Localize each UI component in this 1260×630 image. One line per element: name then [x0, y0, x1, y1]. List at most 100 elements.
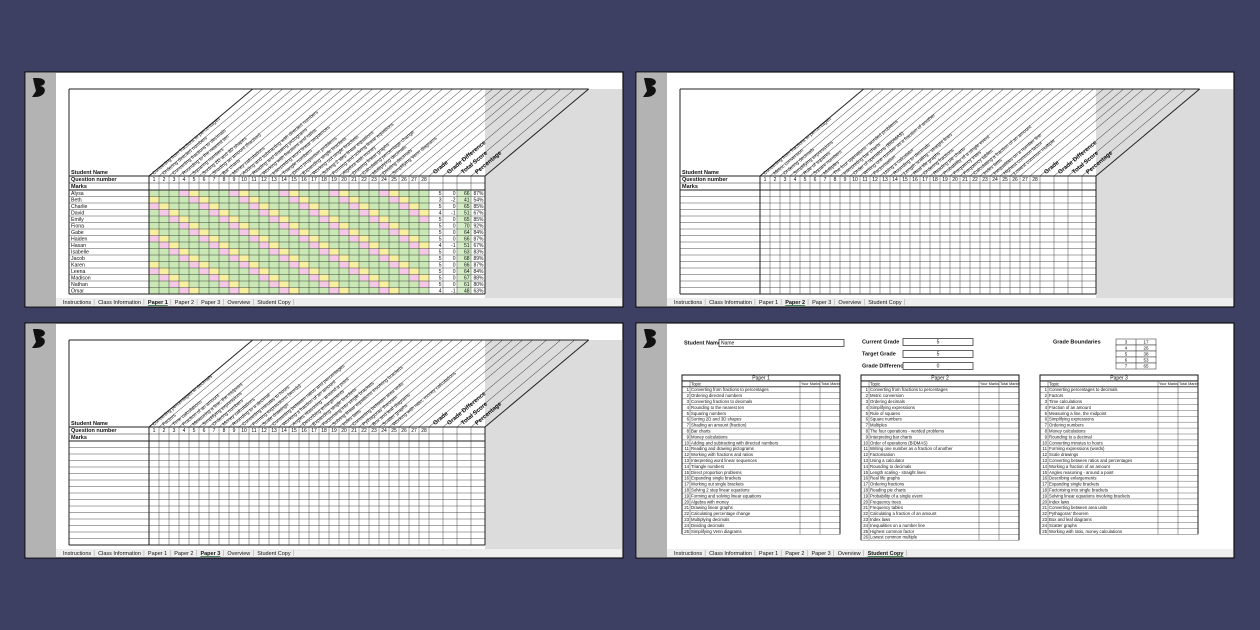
- student-difference: 0: [453, 256, 456, 262]
- score-cell: [399, 190, 409, 197]
- sheet-tab[interactable]: Paper 2: [175, 300, 194, 306]
- sheet-tab[interactable]: Instructions: [674, 300, 702, 306]
- score-cell: [379, 261, 389, 268]
- score-cell: [229, 190, 239, 197]
- cell-text: 18: [321, 177, 327, 183]
- cell-border: [470, 88, 575, 177]
- score-cell: [339, 216, 349, 223]
- topic-name: Expanding single brackets: [1049, 482, 1099, 487]
- score-cell: [319, 274, 329, 281]
- sheet-tab[interactable]: Paper 3: [812, 300, 831, 306]
- sheet-tab[interactable]: Class Information: [709, 300, 752, 306]
- score-cell: [389, 222, 399, 229]
- score-cell: [299, 235, 309, 242]
- student-grade: 4: [439, 288, 442, 294]
- sheet-tab[interactable]: Student Copy: [257, 551, 291, 557]
- score-cell: [269, 255, 279, 262]
- score-cell: [179, 281, 189, 288]
- score-cell: [179, 235, 189, 242]
- topic-name: Expanding single brackets: [691, 476, 741, 481]
- sheet-tab[interactable]: Class Information: [98, 551, 141, 557]
- score-cell: [359, 222, 369, 229]
- score-cell: [399, 268, 409, 275]
- sheet-tab[interactable]: Overview: [227, 551, 250, 557]
- score-cell: [149, 242, 159, 249]
- sheet-tab[interactable]: Instructions: [674, 551, 702, 557]
- topic-name: Calculating a fraction of an amount: [870, 511, 937, 516]
- sheet-tab[interactable]: Student Copy: [868, 300, 902, 306]
- score-cell: [409, 261, 419, 268]
- cell-text: 20: [952, 177, 958, 183]
- score-cell: [289, 287, 299, 294]
- question-number: 14: [863, 464, 868, 469]
- score-cell: [169, 274, 179, 281]
- score-cell: [299, 190, 309, 197]
- sheet-tab[interactable]: Paper 2: [174, 551, 193, 557]
- score-cell: [169, 281, 179, 288]
- cell-text: 16: [301, 177, 307, 183]
- sheet-tab[interactable]: Paper 1: [759, 300, 778, 306]
- score-cell: [279, 255, 289, 262]
- boundary-mark: 53: [1143, 357, 1149, 362]
- score-cell: [329, 242, 339, 249]
- score-cell: [349, 274, 359, 281]
- cell-border: [268, 339, 373, 428]
- sheet-tab[interactable]: Overview: [227, 300, 250, 306]
- cell-border: [779, 88, 884, 177]
- score-cell: [269, 196, 279, 203]
- score-cell: [229, 274, 239, 281]
- score-cell: [259, 203, 269, 210]
- sheet-tab[interactable]: Paper 2: [785, 300, 805, 306]
- score-cell: [209, 274, 219, 281]
- score-cell: [229, 242, 239, 249]
- score-cell: [239, 235, 249, 242]
- sheet-tab[interactable]: Paper 3: [200, 551, 220, 557]
- score-cell: [199, 248, 209, 255]
- student-total: 51: [464, 210, 470, 216]
- sheet-tab[interactable]: Paper 1: [759, 551, 778, 557]
- score-cell: [169, 268, 179, 275]
- sheet-tab[interactable]: Paper 1: [148, 300, 168, 306]
- sheet-tab[interactable]: Paper 3: [201, 300, 220, 306]
- score-cell: [259, 268, 269, 275]
- sheet-tab[interactable]: Instructions: [63, 551, 91, 557]
- cell-border: [328, 339, 433, 428]
- score-cell: [169, 196, 179, 203]
- student-name: Emily: [71, 217, 84, 223]
- cell-border: [418, 88, 523, 177]
- score-cell: [419, 222, 429, 229]
- sheet-tab[interactable]: Student Copy: [257, 300, 291, 306]
- cell-border: [909, 88, 1014, 177]
- score-cell: [349, 190, 359, 197]
- sheet-tab[interactable]: Class Information: [98, 300, 141, 306]
- cell-border: [158, 88, 263, 177]
- score-cell: [369, 229, 379, 236]
- cell-text: 25: [1002, 177, 1008, 183]
- score-cell: [239, 209, 249, 216]
- score-cell: [309, 268, 319, 275]
- score-cell: [239, 261, 249, 268]
- student-difference: 0: [453, 269, 456, 275]
- topic-name: Squaring numbers: [691, 411, 726, 416]
- score-cell: [239, 196, 249, 203]
- score-cell: [329, 203, 339, 210]
- sheet-tab[interactable]: Class Information: [709, 551, 752, 557]
- score-cell: [169, 255, 179, 262]
- question-number: 21: [863, 505, 868, 510]
- score-cell: [329, 255, 339, 262]
- cell-text: 3: [784, 177, 787, 183]
- sheet-tab[interactable]: Instructions: [63, 300, 91, 306]
- topic-name: Index laws: [870, 517, 890, 522]
- score-cell: [259, 229, 269, 236]
- topic-name: Angles reasoning - around a point: [1049, 470, 1114, 475]
- score-cell: [189, 203, 199, 210]
- sheet-tab[interactable]: Paper 1: [148, 551, 167, 557]
- sheet-tab[interactable]: Overview: [838, 551, 861, 557]
- sheet-tab[interactable]: Paper 2: [785, 551, 804, 557]
- sheet-tab[interactable]: Student Copy: [868, 551, 905, 557]
- cell-border: [969, 88, 1074, 177]
- sheet-tab[interactable]: Paper 3: [811, 551, 830, 557]
- sheet-tab[interactable]: Overview: [838, 300, 861, 306]
- score-cell: [389, 268, 399, 275]
- score-cell: [169, 216, 179, 223]
